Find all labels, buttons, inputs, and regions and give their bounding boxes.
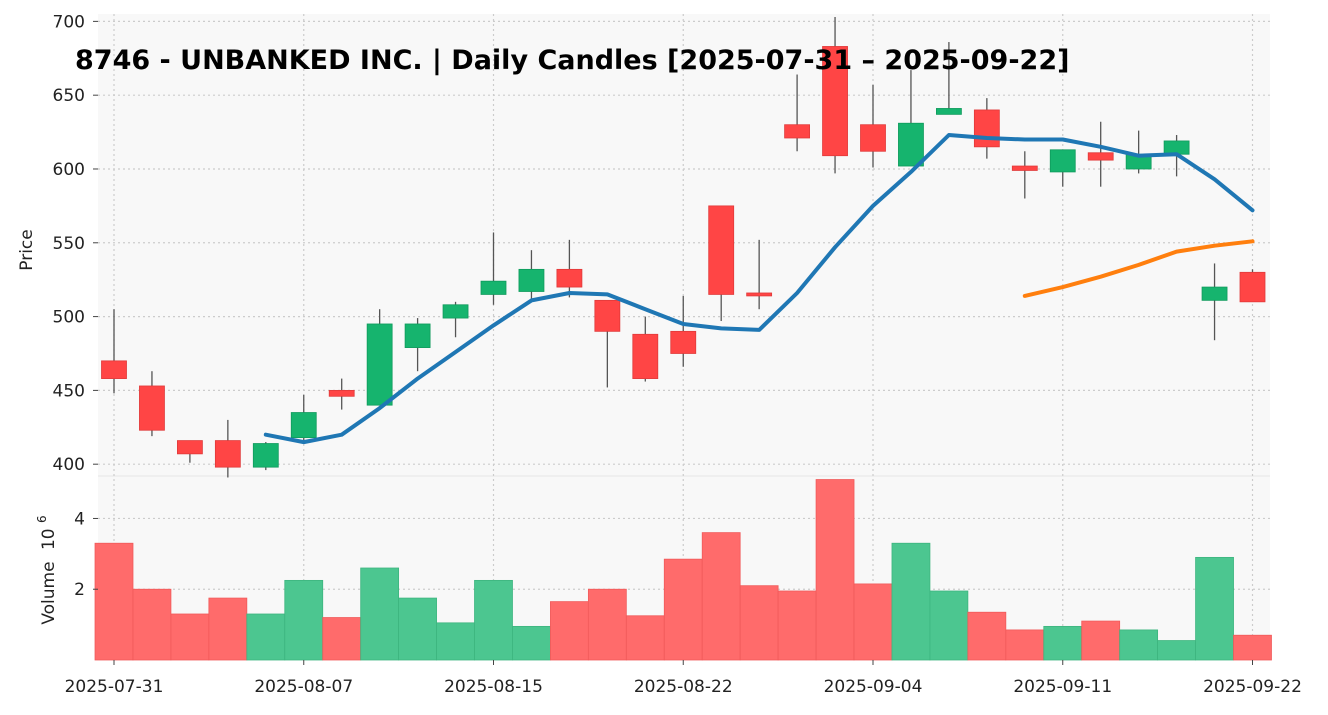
candle-body <box>556 268 583 288</box>
candle-body <box>101 360 127 379</box>
volume-bar <box>1119 629 1159 661</box>
axis-labels: 2025-07-31 2025-08-07 2025-08-15 2025-08-22… <box>53 12 1302 697</box>
volume-bar <box>587 588 627 661</box>
volume-axis-label: Volume 10 6 <box>35 515 59 624</box>
price-tick-label: 500 <box>53 308 85 328</box>
volume-bar <box>739 585 779 661</box>
x-tick-label: 2025-07-31 <box>65 677 164 697</box>
volume-bar <box>132 588 172 661</box>
candle-body <box>176 440 203 455</box>
price-tick-label: 550 <box>53 234 85 254</box>
volume-bar <box>398 597 437 661</box>
candle-body <box>404 323 431 348</box>
x-tick-label: 2025-09-04 <box>824 677 923 697</box>
price-tick-label: 650 <box>53 86 85 106</box>
volume-bar <box>929 590 969 661</box>
candle-body <box>1049 149 1076 173</box>
volume-bar <box>550 601 589 661</box>
volume-bar <box>1233 634 1272 661</box>
price-tick-label: 400 <box>53 455 85 475</box>
volume-bar <box>360 567 400 661</box>
candle-body <box>366 323 393 406</box>
x-tick-label: 2025-08-15 <box>444 677 543 697</box>
volume-bar <box>1195 556 1234 661</box>
volume-bar <box>170 613 210 661</box>
price-tick-label: 600 <box>53 160 85 180</box>
volume-bar <box>474 579 513 661</box>
volume-axis-multiplier: 10 <box>39 528 59 550</box>
candle-body <box>290 412 317 439</box>
volume-bar <box>1005 629 1045 661</box>
volume-bar <box>208 597 248 661</box>
volume-axis-label-text: Volume <box>39 561 59 624</box>
x-tick-label: 2025-08-07 <box>254 677 353 697</box>
candle-body <box>860 124 886 152</box>
volume-bar <box>853 583 893 661</box>
candle-body <box>594 299 621 332</box>
price-tick-label: 700 <box>53 12 85 32</box>
volume-bars <box>94 479 1272 661</box>
volume-bar <box>94 542 134 661</box>
volume-bar <box>322 617 362 661</box>
candle-body <box>822 46 848 157</box>
price-panel-background <box>98 14 1270 476</box>
candle-body <box>442 304 469 319</box>
candle-body <box>973 109 1000 148</box>
price-candles <box>101 16 1266 478</box>
volume-bar <box>967 611 1007 661</box>
candle-body <box>328 389 355 397</box>
volume-tick-label: 4 <box>74 509 85 529</box>
candle-body <box>214 440 241 468</box>
volume-bar <box>777 590 817 661</box>
candle-body <box>1201 286 1228 301</box>
chart-title: 8746 - UNBANKED INC. | Daily Candles [20… <box>75 45 1069 76</box>
volume-bar <box>1157 640 1196 661</box>
candle-body <box>784 124 810 139</box>
volume-bar <box>512 625 551 661</box>
x-tick-label: 2025-09-22 <box>1203 677 1302 697</box>
moving-average-lines <box>263 133 1255 445</box>
volume-bar <box>284 579 324 661</box>
volume-bar <box>891 542 931 661</box>
volume-bar <box>246 613 286 661</box>
volume-axis-exponent: 6 <box>35 515 49 523</box>
candle-body <box>1011 165 1038 171</box>
x-tick-label: 2025-09-11 <box>1013 677 1112 697</box>
volume-bar <box>1043 625 1083 661</box>
candle-body <box>1239 271 1266 303</box>
candle-body <box>898 122 924 167</box>
candle-body <box>746 292 773 297</box>
volume-bar <box>701 532 741 661</box>
candle-body <box>632 333 659 379</box>
candle-body <box>1087 152 1114 161</box>
candle-body <box>139 385 165 431</box>
moving-average-long-line <box>1022 239 1255 298</box>
volume-bar <box>436 622 475 661</box>
candle-body <box>480 280 507 295</box>
volume-bar <box>663 558 703 661</box>
volume-bar <box>625 615 665 661</box>
price-axis-label: Price <box>17 229 37 270</box>
candle-body <box>708 205 735 295</box>
candle-body <box>936 108 962 115</box>
moving-average-short-line <box>263 133 1255 445</box>
x-tick-label: 2025-08-22 <box>634 677 733 697</box>
candle-body <box>252 443 279 468</box>
volume-tick-label: 2 <box>74 580 85 600</box>
volume-bar <box>815 479 855 661</box>
volume-bar <box>1081 620 1121 661</box>
candle-body <box>670 330 697 354</box>
price-tick-label: 450 <box>53 381 85 401</box>
candle-body <box>518 268 545 292</box>
